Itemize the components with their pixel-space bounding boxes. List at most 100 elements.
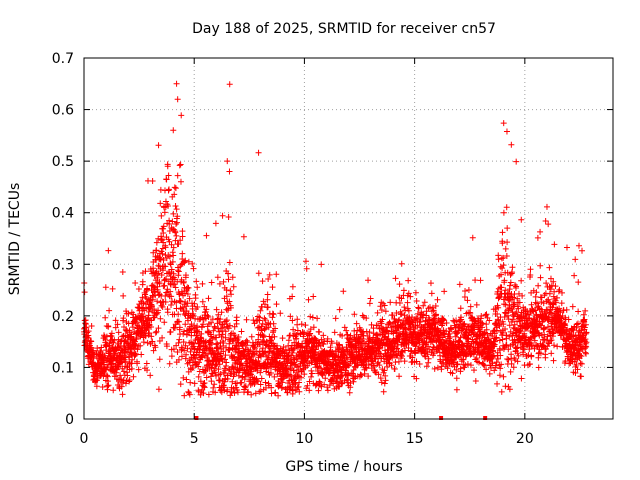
data-point-2462 [379, 316, 386, 323]
data-point-2542 [389, 354, 396, 361]
data-point-535 [145, 308, 152, 315]
data-point-1156 [221, 324, 228, 331]
data-point-1636 [279, 379, 286, 386]
data-point-1483 [260, 332, 267, 339]
data-point-3873 [550, 357, 557, 364]
data-point-1270 [234, 389, 241, 396]
data-point-2198 [347, 380, 354, 387]
data-point-827 [181, 392, 188, 399]
data-point-320 [119, 268, 126, 275]
data-point-1030 [205, 391, 212, 398]
data-point-1668 [283, 349, 290, 356]
data-point-767 [173, 219, 180, 226]
data-point-793 [177, 237, 184, 244]
data-point-3479 [502, 245, 509, 252]
data-point-725 [168, 353, 175, 360]
data-point-2315 [361, 370, 368, 377]
data-point-1446 [256, 388, 263, 395]
data-point-453 [135, 285, 142, 292]
data-point-1202 [226, 81, 233, 88]
data-point-729 [169, 218, 176, 225]
data-point-3449 [499, 265, 506, 272]
data-point-2653 [402, 326, 409, 333]
data-point-2481 [381, 380, 388, 387]
data-point-1875 [308, 367, 315, 374]
data-point-1089 [213, 372, 220, 379]
data-point-1009 [203, 306, 210, 313]
data-point-2884 [430, 307, 437, 314]
data-point-614 [155, 325, 162, 332]
data-point-1174 [223, 359, 230, 366]
data-point-3266 [476, 328, 483, 335]
data-point-2436 [376, 362, 383, 369]
data-point-1212 [227, 304, 234, 311]
data-point-782 [175, 268, 182, 275]
data-point-1564 [270, 320, 277, 327]
data-point-1923 [314, 315, 321, 322]
data-point-2692 [407, 293, 414, 300]
data-point-451 [135, 366, 142, 373]
data-point-625 [156, 356, 163, 363]
data-point-555 [148, 333, 155, 340]
data-point-472 [138, 351, 145, 358]
data-point-422 [132, 279, 139, 286]
data-point-2916 [434, 296, 441, 303]
data-point-2076 [332, 315, 339, 322]
data-point-1300 [238, 379, 245, 386]
data-point-2738 [412, 289, 419, 296]
data-point-2290 [358, 372, 365, 379]
data-point-3217 [470, 367, 477, 374]
data-point-709 [166, 253, 173, 260]
data-point-2388 [370, 325, 377, 332]
data-point-1888 [309, 314, 316, 321]
data-point-2904 [433, 311, 440, 318]
data-point-2281 [357, 371, 364, 378]
data-point-933 [194, 323, 201, 330]
data-point-315 [119, 333, 126, 340]
data-point-942 [195, 363, 202, 370]
data-point-2744 [413, 298, 420, 305]
data-point-4147 [170, 127, 177, 134]
data-point-1467 [258, 327, 265, 334]
data-point-964 [197, 378, 204, 385]
data-point-1167 [222, 352, 229, 359]
data-point-3277 [478, 312, 485, 319]
data-point-1723 [289, 283, 296, 290]
data-point-3519 [507, 368, 514, 375]
data-point-1496 [262, 316, 269, 323]
data-point-1500 [262, 325, 269, 332]
data-point-485 [139, 278, 146, 285]
data-point-2488 [382, 377, 389, 384]
data-point-392 [128, 360, 135, 367]
data-point-1776 [296, 388, 303, 395]
data-point-3258 [475, 359, 482, 366]
data-point-2757 [415, 304, 422, 311]
data-point-1206 [227, 392, 234, 399]
data-point-1379 [248, 391, 255, 398]
data-point-1873 [308, 373, 315, 380]
data-point-3192 [467, 362, 474, 369]
y-axis-title: SRMTID / TECUs [7, 183, 23, 296]
data-point-2299 [359, 312, 366, 319]
data-point-736 [170, 252, 177, 259]
data-point-753 [172, 229, 179, 236]
data-point-1194 [225, 325, 232, 332]
data-point-931 [193, 332, 200, 339]
data-point-2068 [331, 329, 338, 336]
y-tick-label-7: 0.7 [52, 51, 74, 67]
data-point-3402 [493, 334, 500, 341]
data-point-3839 [546, 264, 553, 271]
data-point-2626 [399, 348, 406, 355]
data-point-1501 [262, 384, 269, 391]
data-point-1947 [317, 382, 324, 389]
data-point-236 [109, 285, 116, 292]
data-point-1091 [213, 334, 220, 341]
data-point-566 [149, 177, 156, 184]
data-point-1757 [294, 364, 300, 371]
data-point-853 [184, 345, 191, 352]
data-point-1601 [275, 392, 282, 399]
data-point-3130 [460, 342, 467, 349]
data-point-2401 [372, 369, 379, 376]
data-point-1260 [233, 314, 240, 321]
data-point-1588 [273, 301, 280, 308]
